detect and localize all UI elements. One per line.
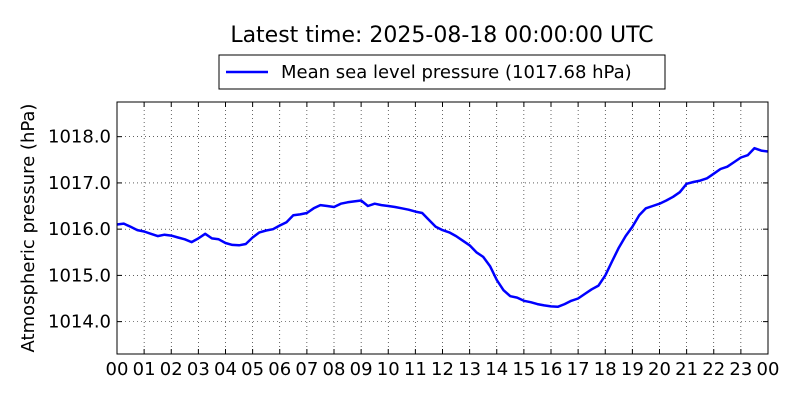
x-tick-label: 05 xyxy=(241,359,264,380)
y-tick-label: 1016.0 xyxy=(48,219,111,240)
y-axis: 1014.0 1015.0 1016.0 1017.0 1018.0 xyxy=(48,127,768,333)
x-tick-label: 23 xyxy=(729,359,752,380)
plot-frame xyxy=(116,101,769,355)
x-tick-label: 01 xyxy=(133,359,156,380)
x-tick-label: 19 xyxy=(621,359,644,380)
series-line-mean-sea-level-pressure xyxy=(116,146,769,309)
x-tick-label: 07 xyxy=(295,359,318,380)
x-tick-label: 21 xyxy=(675,359,698,380)
x-tick-label: 04 xyxy=(214,359,237,380)
x-tick-label: 12 xyxy=(431,359,454,380)
x-tick-label: 09 xyxy=(350,359,373,380)
x-tick-label: 06 xyxy=(268,359,291,380)
y-axis-label: Atmospheric pressure (hPa) xyxy=(18,104,39,353)
x-tick-label: 20 xyxy=(648,359,671,380)
x-tick-label: 03 xyxy=(187,359,210,380)
x-tick-label: 16 xyxy=(540,359,563,380)
x-tick-label: 02 xyxy=(160,359,183,380)
x-axis: 00 01 02 03 04 05 06 07 08 09 10 11 12 13 14 15 16 17 18 19… xyxy=(106,102,780,380)
x-tick-label: 14 xyxy=(485,359,508,380)
y-tick-label: 1014.0 xyxy=(48,312,111,333)
x-tick-label: 11 xyxy=(404,359,427,380)
y-tick-label: 1017.0 xyxy=(48,173,111,194)
x-tick-label: 00 xyxy=(106,359,129,380)
x-tick-label: 13 xyxy=(458,359,481,380)
chart-title: Latest time: 2025-08-18 00:00:00 UTC xyxy=(230,23,653,48)
y-tick-label: 1018.0 xyxy=(48,127,111,148)
x-tick-label: 10 xyxy=(377,359,400,380)
x-tick-label: 08 xyxy=(323,359,346,380)
legend: Mean sea level pressure (1017.68 hPa) xyxy=(218,54,666,90)
x-tick-label: 17 xyxy=(567,359,590,380)
legend-box xyxy=(218,54,666,90)
grid xyxy=(117,102,768,354)
x-tick-label: 15 xyxy=(512,359,535,380)
series-layer xyxy=(116,146,769,309)
x-tick-label: 22 xyxy=(702,359,725,380)
x-tick-label: 18 xyxy=(594,359,617,380)
x-tick-label: 00 xyxy=(757,359,780,380)
legend-label: Mean sea level pressure (1017.68 hPa) xyxy=(281,62,632,83)
y-tick-label: 1015.0 xyxy=(48,265,111,286)
